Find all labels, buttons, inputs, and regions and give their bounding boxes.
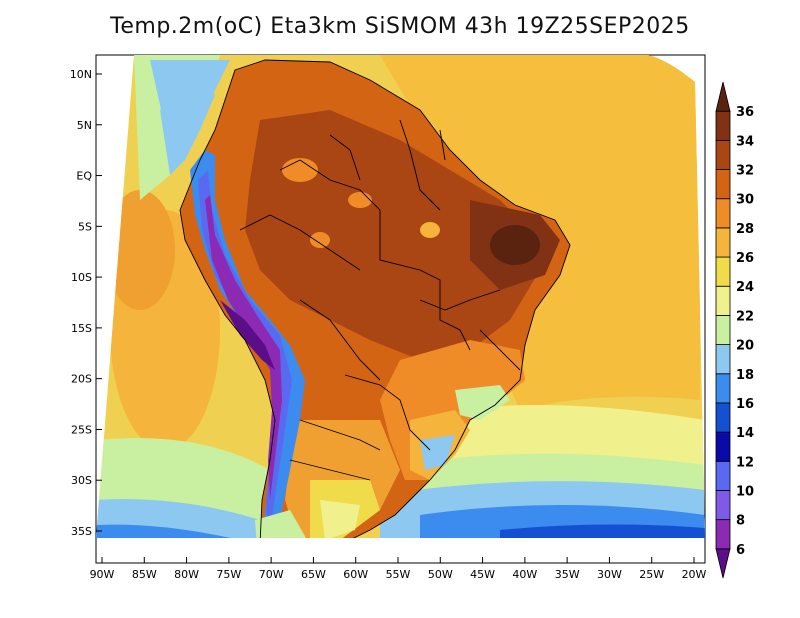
colorbar-swatch: [715, 519, 731, 550]
colorbar-arrow-high: [715, 81, 731, 112]
country-borders: [179, 59, 571, 538]
colorbar-label: 10: [736, 484, 754, 499]
colorbar-label: 28: [736, 222, 754, 237]
colorbar-swatch: [715, 110, 731, 141]
colorbar-swatch: [715, 227, 731, 258]
colorbar-swatch: [715, 315, 731, 345]
lon-tick-label: 85W: [132, 568, 157, 581]
colorbar-swatch: [715, 490, 731, 521]
colorbar-swatch: [715, 431, 731, 462]
lon-tick-label: 50W: [428, 568, 453, 581]
lat-tick-label: 15S: [71, 322, 92, 335]
lat-tick-label: EQ: [76, 170, 92, 183]
lon-tick-label: 40W: [512, 568, 537, 581]
latitude-axis: 10N 5N EQ 5S 10S 15S 20S 25S 30S 35S: [70, 68, 102, 538]
colorbar-label: 18: [736, 368, 754, 383]
lat-tick-label: 35S: [71, 525, 92, 538]
lon-tick-label: 20W: [682, 568, 707, 581]
colorbar-swatch: [715, 285, 731, 316]
lon-tick-label: 45W: [470, 568, 495, 581]
lon-tick-label: 80W: [174, 568, 199, 581]
lon-tick-label: 70W: [259, 568, 284, 581]
lon-tick-label: 25W: [639, 568, 664, 581]
colorbar-label: 20: [736, 339, 754, 354]
lat-tick-label: 10S: [71, 271, 92, 284]
map-title: Temp.2m(oC) Eta3km SiSMOM 43h 19Z25SEP20…: [110, 14, 690, 39]
longitude-axis: 90W 85W 80W 75W 70W 65W 60W 55W 50W 45W 40W 35W 30W 2…: [90, 557, 707, 581]
colorbar-label: 26: [736, 251, 754, 266]
lon-tick-label: 55W: [386, 568, 411, 581]
lon-tick-label: 65W: [301, 568, 326, 581]
colorbar-label: 24: [736, 280, 754, 295]
colorbar-label: 34: [736, 134, 754, 149]
colorbar-label: 36: [736, 105, 754, 120]
lon-tick-label: 30W: [597, 568, 622, 581]
lat-tick-label: 5N: [77, 119, 92, 132]
colorbar-label: 14: [736, 426, 754, 441]
temperature-field: [96, 55, 705, 538]
lon-tick-label: 90W: [90, 568, 115, 581]
colorbar-swatch: [715, 460, 731, 491]
colorbar-label: 8: [736, 514, 745, 529]
lat-tick-label: 30S: [71, 474, 92, 487]
lat-tick-label: 20S: [71, 373, 92, 386]
colorbar-label: 16: [736, 397, 754, 412]
colorbar-arrow-low: [715, 548, 731, 579]
colorbar-label: 32: [736, 164, 754, 179]
lat-tick-label: 5S: [78, 220, 92, 233]
colorbar-swatch: [715, 198, 731, 229]
colorbar-swatch: [715, 344, 731, 375]
colorbar-label: 22: [736, 309, 754, 324]
colorbar-swatch: [715, 402, 731, 433]
colorbar-label: 6: [736, 543, 745, 558]
lon-tick-label: 60W: [343, 568, 368, 581]
colorbar-swatch: [715, 169, 731, 200]
colorbar-label: 30: [736, 193, 754, 208]
colorbar-swatch: [715, 256, 731, 287]
colorbar-label: 12: [736, 455, 754, 470]
colorbar-swatch: [715, 373, 731, 404]
colorbar-swatch: [715, 139, 731, 170]
lat-tick-label: 10N: [70, 68, 92, 81]
colorbar: 6 8 10 12 14 16 18 20 22 24 26 28 30 32 34 36: [715, 81, 754, 579]
lon-tick-label: 75W: [216, 568, 241, 581]
lat-tick-label: 25S: [71, 423, 92, 436]
lon-tick-label: 35W: [555, 568, 580, 581]
